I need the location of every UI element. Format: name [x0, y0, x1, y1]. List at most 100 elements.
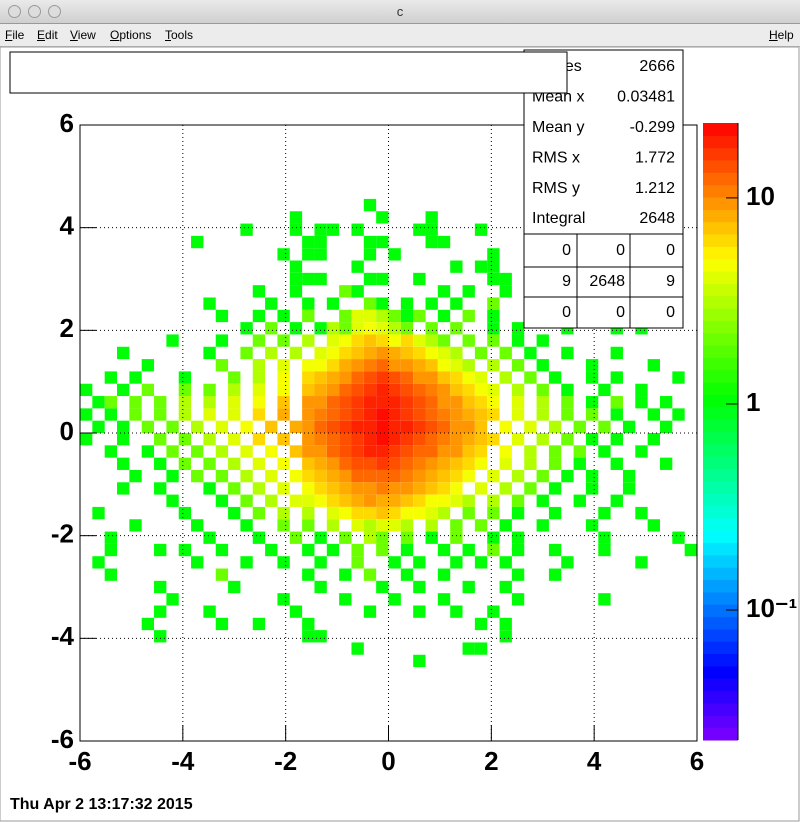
heatmap-cell [265, 543, 278, 557]
palette-band [703, 221, 738, 235]
heatmap-cell [117, 433, 130, 446]
heatmap-cell [314, 408, 327, 421]
zoom-button[interactable] [48, 5, 61, 18]
heatmap-cell [425, 211, 438, 224]
title-box [9, 51, 568, 94]
heatmap-cell [499, 445, 512, 458]
heatmap-cell [474, 457, 488, 470]
heatmap-cell [622, 420, 636, 433]
heatmap-cell [314, 531, 327, 544]
heatmap-cell [166, 334, 179, 347]
heatmap-cell [178, 371, 192, 384]
heatmap-cell [277, 383, 290, 397]
heatmap-cell [363, 396, 377, 409]
heatmap-cell [339, 568, 352, 581]
heatmap-cell [536, 494, 549, 507]
heatmap-cell [363, 334, 377, 347]
close-button[interactable] [8, 5, 21, 18]
heatmap-cell [129, 408, 142, 421]
menu-item[interactable]: Help [769, 28, 794, 42]
heatmap-cell [524, 346, 537, 360]
heatmap-cell [302, 433, 315, 446]
heatmap-cell [400, 568, 414, 581]
palette-band [703, 382, 738, 395]
heatmap-cell [511, 506, 525, 520]
heatmap-cell [339, 469, 352, 483]
heatmap-cell [487, 272, 500, 286]
heatmap-cell [400, 519, 414, 532]
heatmap-cell [388, 457, 401, 470]
heatmap-cell [511, 383, 525, 397]
heatmap-cell [548, 445, 562, 458]
heatmap-cell [363, 519, 377, 532]
heatmap-cell [104, 408, 118, 421]
heatmap-cell [388, 309, 401, 323]
heatmap-cell [684, 543, 697, 557]
heatmap-cell [511, 469, 525, 483]
heatmap-cell [388, 506, 401, 520]
heatmap-cell [400, 482, 414, 495]
heatmap-cell [252, 506, 266, 520]
heatmap-cell [351, 359, 364, 372]
heatmap-cell [585, 408, 599, 421]
heatmap-cell [363, 482, 377, 495]
heatmap-cell [351, 469, 364, 483]
heatmap-cell [117, 346, 130, 360]
palette-band [703, 234, 738, 247]
heatmap-cell [462, 420, 475, 433]
heatmap-cell [474, 556, 488, 569]
heatmap-cell [450, 346, 463, 360]
heatmap-cell [339, 346, 352, 360]
heatmap-cell [277, 433, 290, 446]
heatmap-cell [672, 408, 685, 421]
palette-band [703, 690, 738, 704]
heatmap-cell [277, 371, 290, 384]
stats-value: 0.03481 [617, 89, 675, 106]
heatmap-cell [388, 420, 401, 433]
menu-item[interactable]: Edit [37, 28, 58, 42]
heatmap-cell [400, 334, 414, 347]
heatmap-cell [289, 445, 303, 458]
heatmap-cell [511, 396, 525, 409]
menu-item[interactable]: Options [110, 28, 152, 42]
overflow-count: 0 [562, 304, 571, 321]
heatmap-cell [413, 445, 426, 458]
heatmap-cell [474, 396, 488, 409]
heatmap-cell [487, 260, 500, 273]
heatmap-cell [413, 506, 426, 520]
heatmap-cell [92, 506, 105, 520]
heatmap-cell [437, 371, 451, 384]
heatmap-cell [289, 285, 303, 298]
heatmap-cell [351, 309, 364, 323]
menu-item[interactable]: View [70, 28, 96, 42]
heatmap-cell [265, 469, 278, 483]
heatmap-cell [302, 445, 315, 458]
menu-item[interactable]: Tools [165, 28, 194, 42]
heatmap-cell [314, 235, 327, 249]
heatmap-cell [400, 469, 414, 483]
heatmap-cell [400, 457, 414, 470]
heatmap-cell [400, 494, 414, 507]
heatmap-cell [561, 383, 574, 397]
heatmap-cell [376, 346, 389, 360]
heatmap-cell [351, 334, 364, 347]
heatmap-cell [215, 469, 229, 483]
heatmap-cell [635, 383, 648, 397]
heatmap-cell [388, 383, 401, 397]
menu-item[interactable]: File [5, 28, 25, 42]
palette-band [703, 727, 738, 741]
heatmap-cell [339, 482, 352, 495]
heatmap-cell [573, 445, 586, 458]
heatmap-cell [376, 420, 389, 433]
heatmap-cell [166, 420, 179, 433]
heatmap-cell [511, 568, 525, 581]
heatmap-cell [339, 322, 352, 335]
window-title: c [396, 4, 404, 19]
palette-band [703, 369, 738, 383]
minimize-button[interactable] [28, 5, 41, 18]
heatmap-cell [252, 408, 266, 421]
heatmap-cell [388, 346, 401, 360]
heatmap-cell [376, 297, 389, 310]
heatmap-cell [462, 506, 475, 520]
heatmap-cell [474, 445, 488, 458]
